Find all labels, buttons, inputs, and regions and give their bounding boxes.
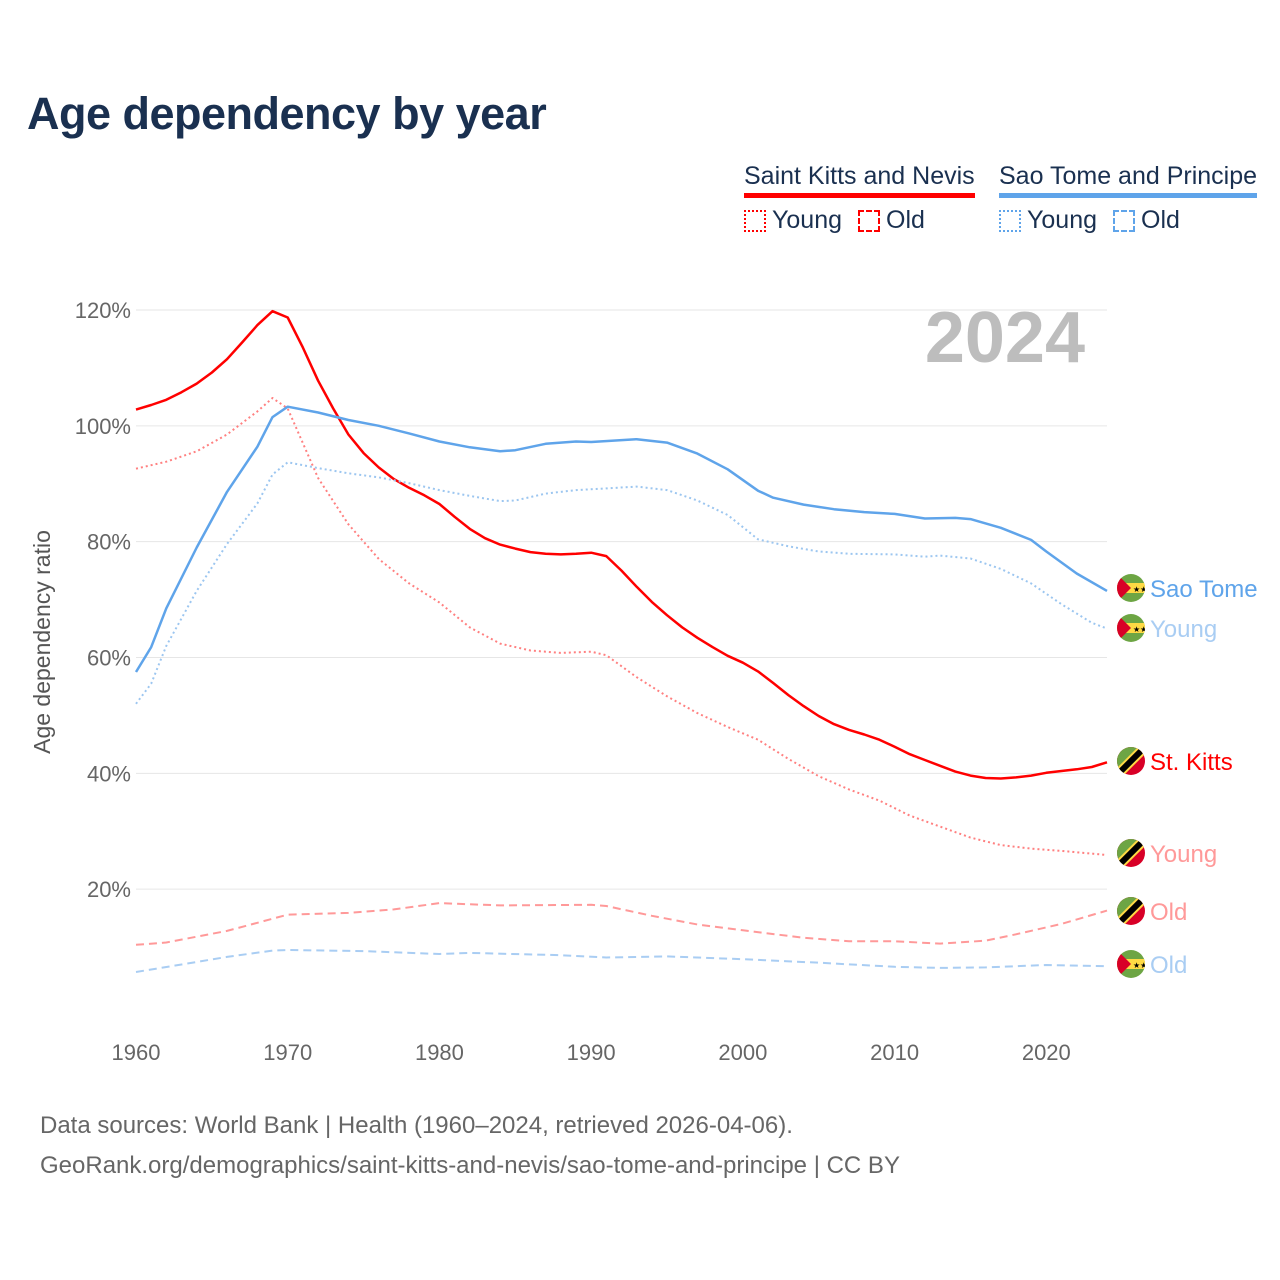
legend-label: Old (1141, 206, 1180, 234)
data-source-text: Data sources: World Bank | Health (1960–… (40, 1112, 793, 1139)
dashed-swatch-icon (1113, 209, 1135, 232)
legend-country-name: Saint Kitts and Nevis (744, 162, 975, 198)
footer: Data sources: World Bank | Health (1960–… (40, 1106, 900, 1186)
x-tick-label: 1960 (112, 1040, 161, 1065)
series-end-label: Old (1150, 899, 1187, 926)
source-url-text[interactable]: GeoRank.org/demographics/saint-kitts-and… (40, 1152, 900, 1179)
x-tick-label: 2020 (1022, 1040, 1071, 1065)
series-line-5 (135, 461, 1108, 705)
sao-tome-flag-icon: ★★ (1117, 614, 1147, 642)
y-tick-label: 120% (75, 298, 131, 323)
legend-item-young[interactable]: Young (999, 206, 1097, 235)
x-tick-label: 1970 (263, 1040, 312, 1065)
y-axis-label: Age dependency ratio (29, 530, 55, 754)
y-tick-label: 80% (87, 530, 131, 555)
series-end-label: Sao Tome (1150, 576, 1258, 603)
svg-text:★★: ★★ (1133, 961, 1147, 970)
saint-kitts-flag-icon (1117, 747, 1145, 775)
dashed-swatch-icon (858, 209, 880, 232)
series-line-6 (135, 949, 1108, 973)
series-end-label: Old (1150, 952, 1187, 979)
x-tick-label: 1990 (567, 1040, 616, 1065)
sao-tome-flag-icon: ★★ (1117, 950, 1147, 978)
saint-kitts-flag-icon (1117, 839, 1145, 867)
legend-label: Young (772, 206, 842, 234)
x-tick-label: 2010 (870, 1040, 919, 1065)
legend-item-young[interactable]: Young (744, 206, 842, 235)
legend-sao-tome[interactable]: Sao Tome and Principe Young Old (999, 162, 1258, 235)
legend-saint-kitts[interactable]: Saint Kitts and Nevis Young Old (744, 162, 975, 235)
dotted-swatch-icon (744, 209, 766, 232)
svg-text:★★: ★★ (1133, 625, 1147, 634)
year-watermark: 2024 (925, 298, 1085, 378)
y-tick-label: 40% (87, 761, 131, 786)
dotted-swatch-icon (999, 209, 1021, 232)
series-end-label: St. Kitts (1150, 749, 1233, 776)
series-end-label: Young (1150, 616, 1217, 643)
series-line-1 (135, 309, 1108, 780)
y-tick-label: 60% (87, 646, 131, 671)
x-tick-label: 2000 (718, 1040, 767, 1065)
legend-item-old[interactable]: Old (1113, 206, 1180, 235)
series-end-label: Young (1150, 841, 1217, 868)
series-line-3 (135, 902, 1108, 946)
y-tick-label: 20% (87, 877, 131, 902)
y-tick-label: 100% (75, 414, 131, 439)
chart-title: Age dependency by year (27, 88, 547, 139)
legend-item-old[interactable]: Old (858, 206, 925, 235)
saint-kitts-flag-icon (1117, 897, 1145, 925)
x-tick-label: 1980 (415, 1040, 464, 1065)
svg-text:★★: ★★ (1133, 585, 1147, 594)
legend-label: Old (886, 206, 925, 234)
legend-country-name: Sao Tome and Principe (999, 162, 1258, 198)
sao-tome-flag-icon: ★★ (1117, 574, 1147, 602)
series-line-4 (134, 405, 1108, 673)
legend-label: Young (1027, 206, 1097, 234)
